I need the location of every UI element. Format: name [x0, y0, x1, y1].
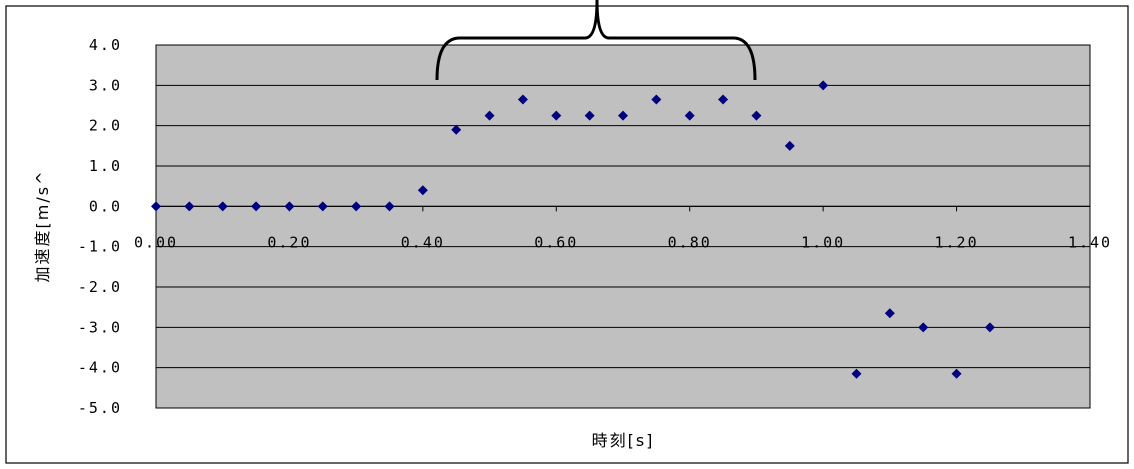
data-point	[351, 201, 362, 212]
y-tick-label: 3.0	[89, 76, 122, 94]
data-point	[284, 201, 295, 212]
data-point	[851, 368, 862, 379]
data-point	[551, 110, 562, 121]
y-tick-label: 1.0	[89, 157, 122, 175]
x-tick-label: 0.40	[401, 233, 445, 251]
data-point	[684, 110, 695, 121]
x-tick-labels: 0.00 0.20 0.40 0.60 0.80 1.00 1.20 1.40	[134, 233, 1112, 251]
y-tick-label: 4.0	[89, 36, 122, 54]
y-tick-label: 2.0	[89, 117, 122, 135]
y-tick-label: -5.0	[78, 399, 122, 417]
x-axis-title: 時刻[s]	[592, 431, 655, 450]
data-point	[884, 308, 895, 319]
y-tick-label: -1.0	[78, 238, 122, 256]
x-tick-label: 1.00	[801, 233, 845, 251]
x-tick-label: 0.20	[267, 233, 311, 251]
data-point	[317, 201, 328, 212]
data-point	[751, 110, 762, 121]
plot-area	[155, 44, 1091, 409]
annotation-brace	[435, 0, 757, 81]
data-point	[184, 201, 195, 212]
data-point	[651, 94, 662, 105]
x-tick-label: 0.60	[534, 233, 578, 251]
y-tick-labels: 4.0 3.0 2.0 1.0 0.0 -1.0 -2.0 -3.0 -4.0 -5.0	[78, 36, 122, 417]
data-point	[451, 124, 462, 135]
data-point	[784, 140, 795, 151]
data-point	[151, 201, 161, 212]
data-points	[151, 80, 995, 379]
data-point	[918, 322, 929, 333]
x-tick-label: 1.20	[935, 233, 979, 251]
y-tick-label: -2.0	[78, 278, 122, 296]
y-tick-label: -3.0	[78, 318, 122, 336]
data-point	[984, 322, 995, 333]
data-point	[417, 185, 428, 196]
y-tick-label: -4.0	[78, 359, 122, 377]
data-point	[584, 110, 595, 121]
x-tick-label: 0.80	[668, 233, 712, 251]
data-point	[951, 368, 962, 379]
data-point	[517, 94, 528, 105]
data-point	[217, 201, 228, 212]
y-tick-label: 0.0	[89, 197, 122, 215]
x-tick-label: 0.00	[134, 233, 178, 251]
gridlines	[155, 44, 1091, 409]
data-point	[818, 80, 829, 91]
data-point	[618, 110, 628, 121]
data-point	[251, 201, 262, 212]
x-tick-label: 1.40	[1068, 233, 1112, 251]
data-point	[384, 201, 395, 212]
data-point	[718, 94, 729, 105]
y-axis-title: 加速度[m/s^	[33, 170, 52, 283]
data-point	[484, 110, 495, 121]
